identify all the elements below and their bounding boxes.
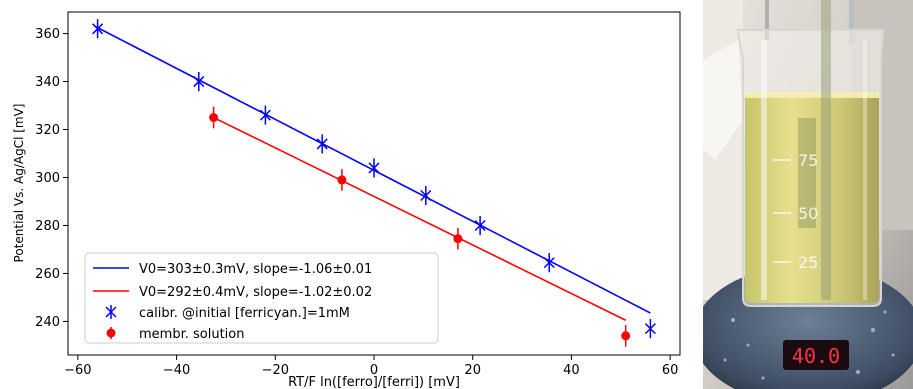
membrane-point xyxy=(337,169,347,191)
y-tick-label: 320 xyxy=(35,123,60,138)
dot-marker xyxy=(453,234,463,244)
chart: −60 −40 −20 0 20 40 60 240 260 280 300 320 340 360 R… xyxy=(12,11,681,389)
x-marker-stroke xyxy=(368,162,380,174)
y-axis-label: Potential Vs. Ag/AgCl [mV] xyxy=(12,104,26,263)
x-tick-label: −60 xyxy=(64,363,91,378)
x-axis-label: RT/F ln([ferro]/[ferri]) [mV] xyxy=(288,375,460,389)
x-marker-stroke xyxy=(92,23,104,35)
beaker-photo-drawing: 75 50 25 40.0 xyxy=(703,0,913,389)
yellow-solution xyxy=(745,95,879,303)
y-tick-label: 360 xyxy=(35,27,60,42)
dot-marker xyxy=(621,331,631,341)
x-tick-label: 60 xyxy=(662,363,679,378)
x-tick-label: 0 xyxy=(370,363,378,378)
display-panel xyxy=(783,340,849,370)
legend-swatch-calibration xyxy=(105,305,117,319)
membrane-point xyxy=(209,106,219,129)
calibration-point xyxy=(644,319,656,339)
calibration-point xyxy=(420,185,432,206)
electrode xyxy=(821,0,831,300)
legend-label-red-fit: V0=292±0.4mV, slope=-1.02±0.02 xyxy=(139,285,372,300)
legend-frame xyxy=(84,252,439,344)
beaker: 75 50 25 xyxy=(736,0,885,307)
fit-line-1 xyxy=(213,116,627,321)
calibration-point xyxy=(474,215,486,236)
y-tick-label: 260 xyxy=(35,267,60,282)
beaker-photo: 75 50 25 40.0 xyxy=(703,0,913,389)
legend-swatch-membrane xyxy=(106,327,116,339)
series-layer xyxy=(92,19,656,347)
beaker-mark-50: 50 xyxy=(798,204,818,223)
display-readout: 40.0 xyxy=(792,344,840,368)
membrane-point xyxy=(621,325,631,347)
calibration-point xyxy=(543,253,555,273)
y-tick-label: 280 xyxy=(35,219,60,234)
x-marker-stroke xyxy=(474,219,486,232)
calibration-point xyxy=(368,158,380,178)
beaker-mark-75: 75 xyxy=(798,151,818,170)
legend-label-membrane: membr. solution xyxy=(139,327,244,342)
y-tick-label: 240 xyxy=(35,315,60,330)
legend: V0=303±0.3mV, slope=-1.06±0.01 V0=292±0.… xyxy=(84,252,439,344)
calibration-point xyxy=(92,19,104,39)
x-tick-label: −40 xyxy=(163,363,190,378)
y-tick-label: 340 xyxy=(35,75,60,90)
legend-label-calibration: calibr. @initial [ferricyan.]=1mM xyxy=(139,306,350,321)
x-marker-stroke xyxy=(644,323,656,335)
x-marker-stroke xyxy=(543,257,555,269)
x-tick-label: 20 xyxy=(464,363,481,378)
x-marker-stroke xyxy=(420,189,432,202)
y-axis: 240 260 280 300 320 340 360 xyxy=(35,27,68,330)
membrane-point xyxy=(453,227,463,250)
calibration-point xyxy=(193,71,205,92)
beaker-mark-25: 25 xyxy=(798,253,818,272)
x-tick-label: 40 xyxy=(563,363,580,378)
x-tick-label: −20 xyxy=(262,363,289,378)
x-marker-stroke xyxy=(259,109,271,121)
calibration-point xyxy=(316,134,328,154)
y-tick-label: 300 xyxy=(35,171,60,186)
x-marker-stroke xyxy=(193,76,205,88)
calibration-point xyxy=(259,105,271,125)
x-marker-stroke xyxy=(316,138,328,150)
dot-marker xyxy=(337,175,347,185)
x-axis: −60 −40 −20 0 20 40 60 xyxy=(64,355,678,378)
dot-marker xyxy=(209,113,219,123)
legend-label-blue-fit: V0=303±0.3mV, slope=-1.06±0.01 xyxy=(139,262,372,277)
